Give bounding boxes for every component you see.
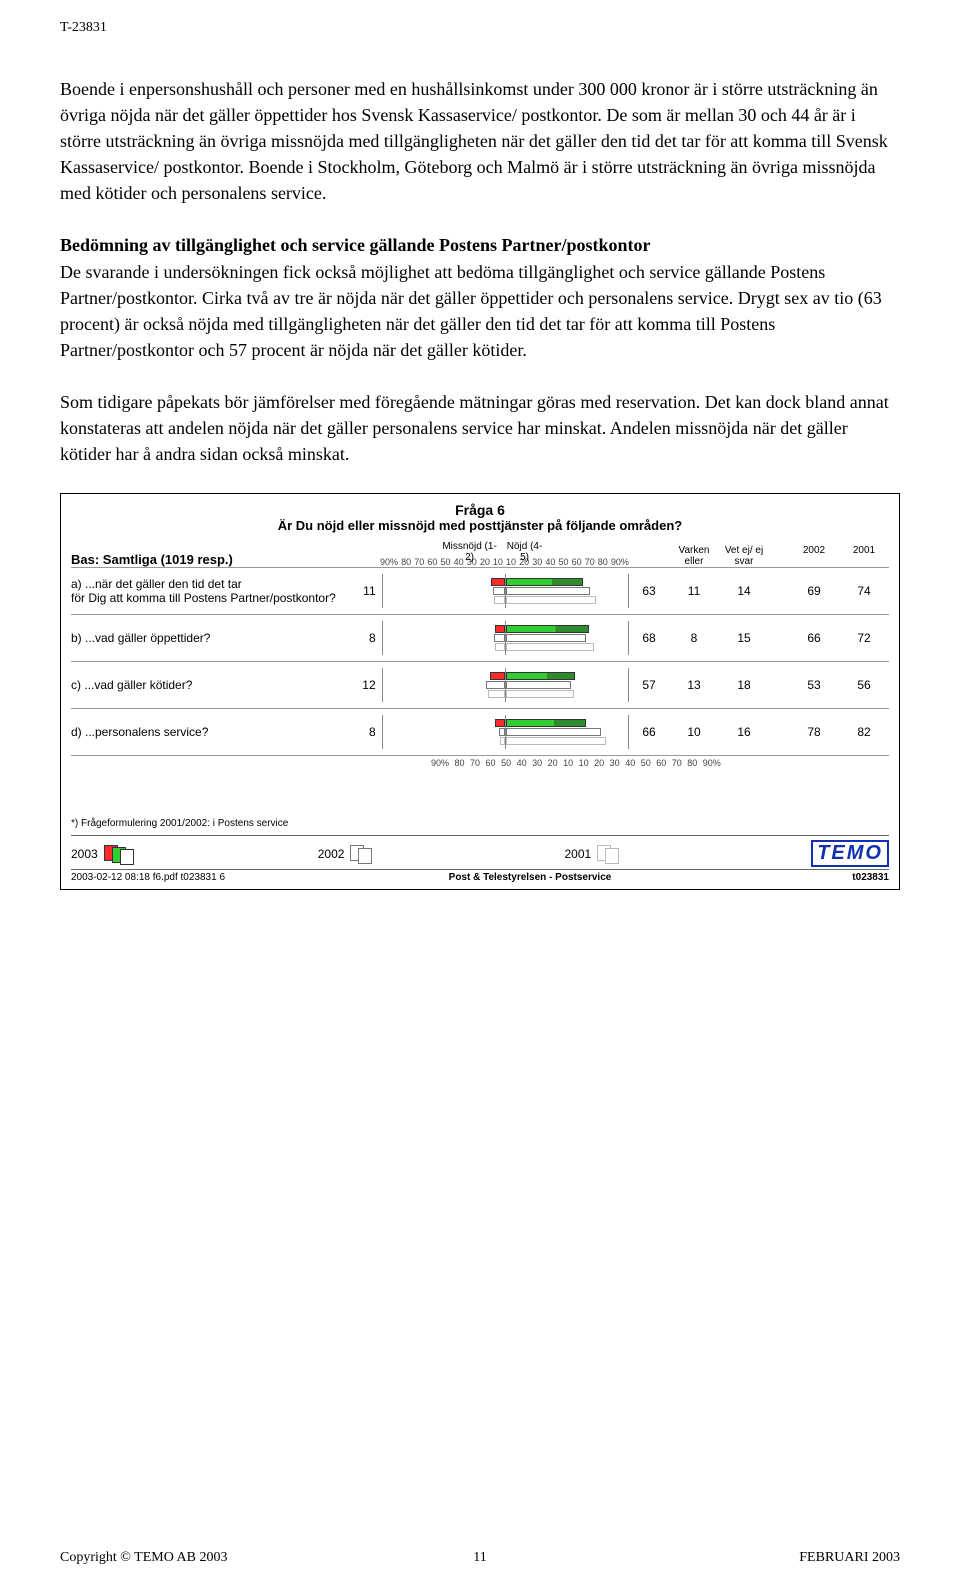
chart-row-col-c5: 56	[839, 678, 889, 692]
chart-base-label: Bas: Samtliga (1019 resp.)	[71, 552, 354, 567]
axis-tick: 80	[401, 557, 411, 567]
chart-row-col-c2: 8	[669, 631, 719, 645]
axis-tick: 80	[598, 557, 608, 567]
chart-row-bars	[382, 621, 629, 655]
chart-row-col-c2: 11	[669, 584, 719, 598]
axis-label-missnojd: Missnöjd (1-2)	[440, 541, 500, 563]
chart-row-bars	[382, 715, 629, 749]
axis-tick: 70	[585, 557, 595, 567]
hdr-vetej: Vet ej/ ej svar	[719, 545, 769, 567]
legend-2001: 2001	[564, 845, 633, 863]
axis-tick: 60	[427, 557, 437, 567]
footer-page-number: 11	[340, 1550, 620, 1566]
axis-tick: 50	[501, 758, 511, 768]
axis-tick: 40	[517, 758, 527, 768]
axis-tick: 40	[545, 557, 555, 567]
chart-row-col-c5: 82	[839, 725, 889, 739]
paragraph-2-heading: Bedömning av tillgänglighet och service …	[60, 235, 650, 255]
chart-row-missnojd-value: 8	[350, 725, 381, 739]
axis-tick: 90%	[703, 758, 721, 768]
axis-tick: 60	[656, 758, 666, 768]
chart-header: Bas: Samtliga (1019 resp.) Missnöjd (1-2…	[71, 545, 889, 567]
chart-axis-top: Missnöjd (1-2) Nöjd (4-5) 90%80706050403…	[380, 557, 629, 567]
chart-row-missnojd-value: 12	[350, 678, 381, 692]
chart-bottom-left: 2003-02-12 08:18 f6.pdf t023831 6	[71, 872, 271, 883]
axis-tick: 30	[532, 758, 542, 768]
chart-row-col-c1: 63	[629, 584, 669, 598]
hdr-2001: 2001	[839, 545, 889, 567]
chart-row-label: a) ...när det gäller den tid det tarför …	[71, 577, 350, 606]
chart-subtitle: Är Du nöjd eller missnöjd med posttjänst…	[71, 518, 889, 533]
axis-tick: 20	[594, 758, 604, 768]
chart-row-label: c) ...vad gäller kötider?	[71, 678, 350, 692]
chart-row-missnojd-value: 8	[350, 631, 381, 645]
chart-row-col-c2: 13	[669, 678, 719, 692]
chart-bottom-center: Post & Telestyrelsen - Postservice	[271, 872, 789, 883]
chart-row-label: d) ...personalens service?	[71, 725, 350, 739]
chart-row-col-c4: 78	[789, 725, 839, 739]
axis-tick: 60	[486, 758, 496, 768]
axis-tick: 90%	[611, 557, 629, 567]
legend-2003: 2003	[71, 845, 140, 863]
axis-tick: 80	[687, 758, 697, 768]
chart-row-col-c1: 57	[629, 678, 669, 692]
axis-tick: 50	[558, 557, 568, 567]
paragraph-2: Bedömning av tillgänglighet och service …	[60, 232, 900, 362]
hdr-varken: Varken eller	[669, 545, 719, 567]
chart-row: c) ...vad gäller kötider?12 571318 5356	[71, 661, 889, 708]
axis-label-nojd: Nöjd (4-5)	[505, 541, 545, 563]
chart-bottom-bar: 2003-02-12 08:18 f6.pdf t023831 6 Post &…	[71, 869, 889, 883]
chart-row-missnojd-value: 11	[350, 584, 381, 598]
axis-tick: 40	[625, 758, 635, 768]
chart-row: a) ...när det gäller den tid det tarför …	[71, 567, 889, 614]
axis-tick: 30	[610, 758, 620, 768]
chart-row-col-c3: 14	[719, 584, 769, 598]
chart-row-col-c4: 66	[789, 631, 839, 645]
chart-row-col-c4: 69	[789, 584, 839, 598]
footer-date: FEBRUARI 2003	[620, 1550, 900, 1566]
chart-row-col-c4: 53	[789, 678, 839, 692]
chart-axis-bottom: 90% 80 70 60 50 40 30 20 10 10 20 30 40 50 60 70 80 90%	[71, 758, 889, 768]
chart-legend: 2003 2002 2001	[71, 835, 889, 867]
chart-title: Fråga 6	[71, 502, 889, 518]
document-id: T-23831	[60, 20, 900, 36]
axis-tick: 50	[641, 758, 651, 768]
chart-row-col-c1: 66	[629, 725, 669, 739]
chart-footnote: *) Frågeformulering 2001/2002: i Postens…	[71, 818, 889, 829]
axis-tick: 80	[455, 758, 465, 768]
chart-row-bars	[382, 668, 629, 702]
chart-row-col-c1: 68	[629, 631, 669, 645]
footer-copyright: Copyright © TEMO AB 2003	[60, 1550, 340, 1566]
chart-row-bars	[382, 574, 629, 608]
axis-tick: 70	[414, 557, 424, 567]
chart-row: d) ...personalens service?8 661016 7882	[71, 708, 889, 756]
legend-2002: 2002	[318, 845, 387, 863]
chart-row-col-c3: 16	[719, 725, 769, 739]
hdr-empty	[629, 545, 669, 567]
paragraph-2-body: De svarande i undersökningen fick också …	[60, 262, 882, 360]
chart-bottom-right: t023831	[789, 872, 889, 883]
page-footer: Copyright © TEMO AB 2003 11 FEBRUARI 200…	[60, 1550, 900, 1566]
chart-row-col-c5: 74	[839, 584, 889, 598]
hdr-2002: 2002	[789, 545, 839, 567]
axis-tick: 70	[672, 758, 682, 768]
chart-row: b) ...vad gäller öppettider?8688156672	[71, 614, 889, 661]
chart-row-col-c3: 15	[719, 631, 769, 645]
chart-row-col-c5: 72	[839, 631, 889, 645]
chart-row-col-c2: 10	[669, 725, 719, 739]
chart-row-col-c3: 18	[719, 678, 769, 692]
axis-tick: 60	[572, 557, 582, 567]
axis-tick: 70	[470, 758, 480, 768]
chart-figure-6: Fråga 6 Är Du nöjd eller missnöjd med po…	[60, 493, 900, 890]
temo-logo: TEMO	[811, 840, 889, 867]
axis-tick: 90%	[431, 758, 449, 768]
axis-tick: 10	[563, 758, 573, 768]
paragraph-1: Boende i enpersonshushåll och personer m…	[60, 76, 900, 206]
axis-tick: 10	[579, 758, 589, 768]
axis-tick: 90%	[380, 557, 398, 567]
axis-tick: 20	[548, 758, 558, 768]
chart-row-label: b) ...vad gäller öppettider?	[71, 631, 350, 645]
paragraph-3: Som tidigare påpekats bör jämförelser me…	[60, 389, 900, 467]
